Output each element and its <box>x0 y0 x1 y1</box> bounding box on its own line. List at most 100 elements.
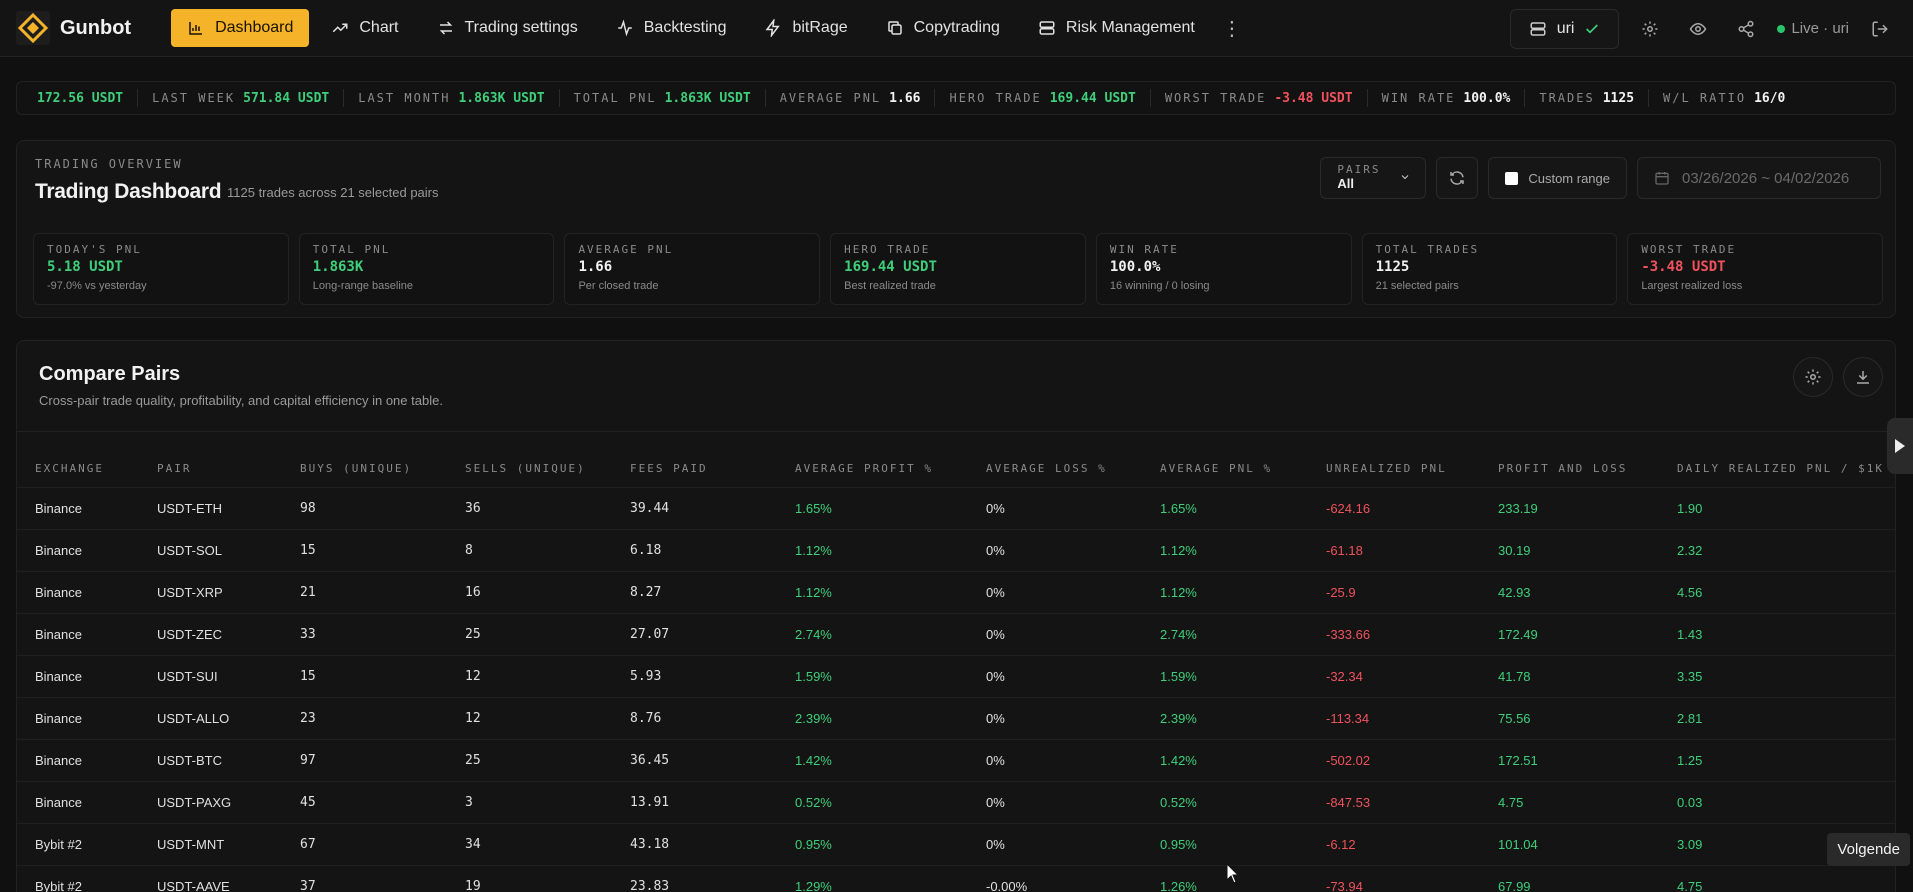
cell-unrealized-pnl: -73.94 <box>1308 864 1480 892</box>
stat-note: Largest realized loss <box>1641 280 1743 292</box>
lightning-icon <box>765 19 781 37</box>
cell-daily-realized: 0.03 <box>1659 780 1895 823</box>
cell-daily-realized: 2.32 <box>1659 528 1895 571</box>
stat-card-win-rate: WIN RATE 100.0% 16 winning / 0 losing <box>1095 233 1352 305</box>
cell-fees: 8.27 <box>612 570 777 613</box>
table-row[interactable]: Binance USDT-ALLO 23 12 8.76 2.39% 0% 2.… <box>17 696 1895 739</box>
compare-pairs-table: EXCHANGE PAIR BUYS (UNIQUE) SELLS (UNIQU… <box>17 451 1895 892</box>
cell-pair: USDT-XRP <box>139 570 282 613</box>
brand[interactable]: Gunbot <box>16 11 131 45</box>
column-header-fees[interactable]: FEES PAID <box>630 462 708 476</box>
activity-icon <box>618 19 632 37</box>
cell-buys: 67 <box>282 822 447 865</box>
ticker-item: WIN RATE 100.0% <box>1368 89 1526 107</box>
cell-unrealized-pnl: -624.16 <box>1308 486 1480 529</box>
ticker-value: 16/0 <box>1754 90 1786 106</box>
table-row[interactable]: Bybit #2 USDT-MNT 67 34 43.18 0.95% 0% 0… <box>17 822 1895 865</box>
column-header-pair[interactable]: PAIR <box>157 462 192 476</box>
cell-sells: 3 <box>447 780 612 823</box>
ticker-item: W/L RATIO 16/0 <box>1649 89 1799 107</box>
date-range-picker[interactable]: 03/26/2026 ~ 04/02/2026 <box>1637 157 1881 199</box>
column-header-avg-profit[interactable]: AVERAGE PROFIT % <box>795 462 933 476</box>
ticker-value: 100.0% <box>1463 90 1511 106</box>
share-icon[interactable] <box>1729 12 1763 46</box>
table-row[interactable]: Binance USDT-ETH 98 36 39.44 1.65% 0% 1.… <box>17 486 1895 529</box>
custom-range-checkbox[interactable] <box>1505 171 1519 185</box>
cell-pair: USDT-ALLO <box>139 696 282 739</box>
table-row[interactable]: Binance USDT-SOL 15 8 6.18 1.12% 0% 1.12… <box>17 528 1895 571</box>
next-panel-handle[interactable] <box>1887 418 1913 474</box>
cell-pair: USDT-BTC <box>139 738 282 781</box>
cell-exchange: Binance <box>17 528 139 571</box>
table-row[interactable]: Binance USDT-ZEC 33 25 27.07 2.74% 0% 2.… <box>17 612 1895 655</box>
column-header-daily-realized[interactable]: DAILY REALIZED PNL / $1K <box>1677 462 1884 476</box>
cell-avg-pnl: 1.65% <box>1142 486 1308 529</box>
nav-risk-management[interactable]: Risk Management <box>1022 9 1211 47</box>
refresh-icon <box>1450 171 1465 185</box>
nav-label: Copytrading <box>913 19 1000 36</box>
table-row[interactable]: Binance USDT-SUI 15 12 5.93 1.59% 0% 1.5… <box>17 654 1895 697</box>
column-header-buys[interactable]: BUYS (UNIQUE) <box>300 462 413 476</box>
ticker-item: TRADES 1125 <box>1525 89 1650 107</box>
nav-trading-settings[interactable]: Trading settings <box>421 9 594 47</box>
nav-dashboard[interactable]: Dashboard <box>171 9 310 47</box>
cell-exchange: Binance <box>17 696 139 739</box>
column-header-avg-loss[interactable]: AVERAGE LOSS % <box>986 462 1107 476</box>
nav-bitrage[interactable]: bitRage <box>748 9 863 47</box>
cell-unrealized-pnl: -32.34 <box>1308 654 1480 697</box>
overview-subtitle: 1125 trades across 21 selected pairs <box>227 185 439 200</box>
cell-avg-pnl: 1.12% <box>1142 528 1308 571</box>
custom-range-toggle[interactable]: Custom range <box>1488 157 1627 199</box>
cell-fees: 13.91 <box>612 780 777 823</box>
cell-profit-loss: 67.99 <box>1480 864 1659 892</box>
cell-buys: 21 <box>282 570 447 613</box>
column-header-unrealized-pnl[interactable]: UNREALIZED PNL <box>1326 462 1447 476</box>
cell-exchange: Binance <box>17 654 139 697</box>
nav-label: Chart <box>359 19 399 36</box>
ticker-value: 1.66 <box>889 90 921 106</box>
settings-gear-icon[interactable] <box>1633 12 1667 46</box>
column-header-exchange[interactable]: EXCHANGE <box>35 462 104 476</box>
cell-fees: 8.76 <box>612 696 777 739</box>
ticker-value: 1125 <box>1602 90 1635 106</box>
table-row[interactable]: Binance USDT-XRP 21 16 8.27 1.12% 0% 1.1… <box>17 570 1895 613</box>
nav-copytrading[interactable]: Copytrading <box>870 9 1016 47</box>
column-header-avg-pnl[interactable]: AVERAGE PNL % <box>1160 462 1273 476</box>
nav-chart[interactable]: Chart <box>315 9 414 47</box>
cell-sells: 34 <box>447 822 612 865</box>
page-title: Trading Dashboard <box>35 180 222 203</box>
compare-tools <box>1793 357 1883 397</box>
stat-value: 1125 <box>1375 259 1410 275</box>
table-row[interactable]: Bybit #2 USDT-AAVE 37 19 23.83 1.29% -0.… <box>17 864 1895 892</box>
cell-unrealized-pnl: -6.12 <box>1308 822 1480 865</box>
eye-icon[interactable] <box>1681 12 1715 46</box>
column-header-sells[interactable]: SELLS (UNIQUE) <box>465 462 586 476</box>
cell-buys: 15 <box>282 528 447 571</box>
table-row[interactable]: Binance USDT-PAXG 45 3 13.91 0.52% 0% 0.… <box>17 780 1895 823</box>
user-server-selector[interactable]: uri <box>1509 8 1620 49</box>
cell-sells: 25 <box>447 738 612 781</box>
stat-value: 1.66 <box>578 259 613 275</box>
download-button[interactable] <box>1843 357 1883 397</box>
stat-value: 169.44 USDT <box>844 259 937 275</box>
ticker-label: WORST TRADE <box>1164 91 1267 105</box>
top-navigation-bar: Gunbot Dashboard Chart Trading settings … <box>0 0 1913 57</box>
logout-icon[interactable] <box>1863 12 1897 46</box>
cell-avg-loss: 0% <box>968 822 1142 865</box>
nav-backtesting[interactable]: Backtesting <box>600 9 743 47</box>
table-row[interactable]: Binance USDT-BTC 97 25 36.45 1.42% 0% 1.… <box>17 738 1895 781</box>
table-settings-button[interactable] <box>1793 357 1833 397</box>
cell-profit-loss: 42.93 <box>1480 570 1659 613</box>
download-icon <box>1857 371 1869 384</box>
stat-note: -97.0% vs yesterday <box>47 280 147 292</box>
stat-card-todays-pnl: TODAY'S PNL 5.18 USDT -97.0% vs yesterda… <box>33 233 289 305</box>
cell-unrealized-pnl: -61.18 <box>1308 528 1480 571</box>
cell-exchange: Bybit #2 <box>17 822 139 865</box>
pairs-select[interactable]: PAIRS All <box>1320 157 1427 199</box>
cell-avg-loss: 0% <box>968 780 1142 823</box>
refresh-button[interactable] <box>1436 157 1479 199</box>
user-name: uri <box>1556 19 1575 37</box>
more-vertical-icon[interactable]: ⋮ <box>1221 17 1242 40</box>
column-header-profit-loss[interactable]: PROFIT AND LOSS <box>1498 462 1628 476</box>
cell-buys: 15 <box>282 654 447 697</box>
